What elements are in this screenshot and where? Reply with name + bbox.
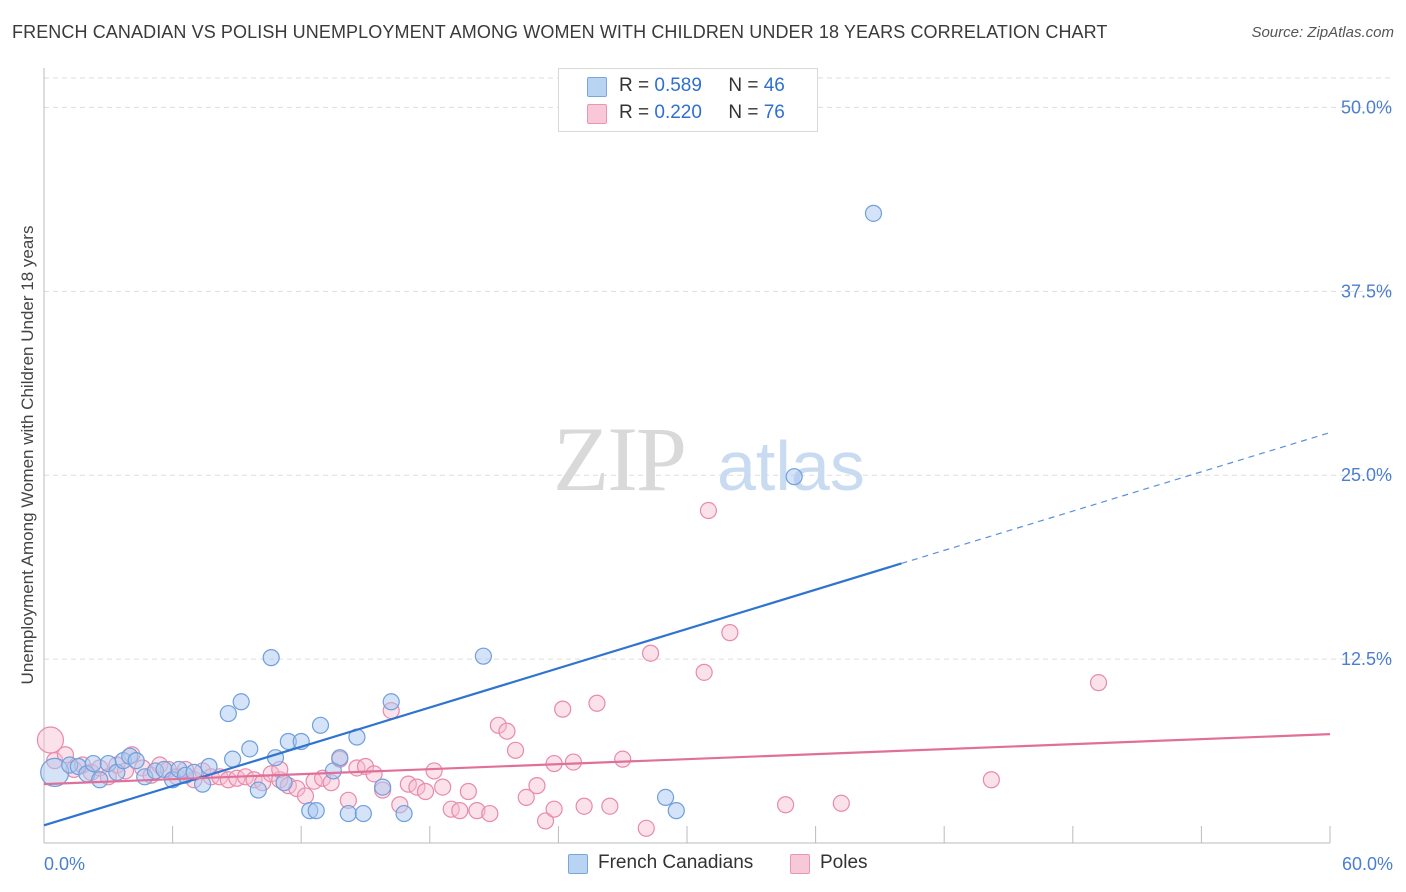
- poles-point: [481, 804, 499, 823]
- poles-point: [575, 797, 593, 815]
- french-n-label: N =: [728, 75, 759, 96]
- poles-swatch: [587, 104, 607, 124]
- french-point: [667, 802, 685, 820]
- poles-point: [601, 797, 619, 815]
- french-points: [40, 204, 883, 823]
- french-point: [219, 704, 237, 723]
- poles-r-value: 0.220: [654, 102, 702, 123]
- x-tick-label: 60.0%: [1342, 854, 1393, 874]
- poles-point: [545, 800, 563, 818]
- poles-point: [517, 788, 535, 806]
- french-trend-extension: [901, 431, 1331, 565]
- source-label: Source: ZipAtlas.com: [1251, 24, 1394, 41]
- french-point: [127, 752, 145, 770]
- poles-point: [489, 716, 507, 734]
- poles-point: [459, 782, 477, 801]
- poles-n-label: N =: [728, 102, 759, 123]
- french-point: [249, 781, 267, 799]
- french-point: [224, 750, 242, 768]
- poles-point: [468, 802, 486, 820]
- french-point: [785, 468, 803, 486]
- poles-point: [296, 787, 315, 805]
- poles-point: [982, 771, 1000, 789]
- x-tick-label: 0.0%: [44, 854, 85, 874]
- poles-point: [262, 765, 280, 783]
- poles-point: [588, 694, 606, 712]
- french-r-value: 0.589: [654, 75, 702, 96]
- poles-point: [1089, 674, 1108, 692]
- poles-n-value: 76: [763, 102, 785, 123]
- french-point: [307, 802, 325, 820]
- french-point: [382, 693, 400, 711]
- french-n-value: 46: [763, 75, 785, 96]
- poles-point: [408, 778, 426, 796]
- french-point: [374, 778, 392, 796]
- poles-point: [36, 726, 65, 754]
- bottom-french-swatch: [568, 854, 588, 874]
- poles-point: [554, 700, 572, 718]
- y-tick-label: 25.0%: [1341, 465, 1392, 485]
- french-point: [864, 204, 883, 222]
- poles-point: [536, 812, 555, 830]
- poles-point: [832, 794, 850, 812]
- y-tick-label: 50.0%: [1341, 97, 1392, 117]
- chart-title: FRENCH CANADIAN VS POLISH UNEMPLOYMENT A…: [12, 22, 1108, 42]
- poles-point: [442, 800, 460, 818]
- poles-point: [695, 663, 713, 681]
- y-tick-label: 37.5%: [1341, 281, 1392, 301]
- french-point: [241, 740, 259, 758]
- french-point: [91, 771, 109, 789]
- poles-point: [614, 750, 632, 768]
- french-point: [656, 788, 675, 806]
- trend-lines: [43, 431, 1331, 827]
- poles-point: [498, 722, 516, 740]
- french-point: [275, 774, 293, 792]
- bottom-poles-swatch: [790, 854, 810, 874]
- gridlines: [44, 77, 1392, 660]
- bottom-french-label: French Canadians: [598, 852, 754, 873]
- french-point: [84, 754, 102, 773]
- poles-point: [506, 741, 525, 759]
- french-point: [395, 804, 413, 823]
- poles-point: [637, 819, 655, 837]
- poles-point: [425, 762, 443, 780]
- poles-point: [641, 644, 660, 662]
- poles-point: [228, 769, 246, 787]
- poles-point: [365, 765, 383, 783]
- french-point: [354, 804, 372, 823]
- french-point: [232, 693, 250, 711]
- watermark-atlas: atlas: [717, 427, 865, 505]
- french-swatch: [587, 77, 607, 97]
- y-tick-label: 12.5%: [1341, 649, 1392, 669]
- tick-labels: 12.5% 25.0% 37.5% 50.0% 0.0% 60.0%: [44, 97, 1393, 874]
- poles-point: [434, 778, 452, 796]
- french-point: [331, 749, 349, 767]
- poles-point: [416, 782, 435, 801]
- watermark-zip: ZIP: [553, 408, 685, 510]
- french-trend-line: [43, 562, 902, 827]
- correlation-legend: R = 0.589 N = 46 R = 0.220 N = 76: [558, 68, 818, 132]
- french-point: [262, 649, 280, 667]
- bottom-poles-label: Poles: [820, 852, 868, 873]
- poles-point: [721, 624, 739, 642]
- poles-r-label: R =: [619, 102, 650, 123]
- poles-trend-line: [43, 733, 1331, 786]
- french-point: [339, 804, 357, 823]
- french-r-label: R =: [619, 75, 650, 96]
- poles-point: [528, 777, 546, 795]
- poles-point: [776, 796, 795, 814]
- french-point: [311, 716, 330, 734]
- poles-point: [451, 802, 469, 820]
- poles-point: [564, 753, 583, 771]
- poles-point: [699, 501, 718, 520]
- axes: [43, 68, 1331, 844]
- french-point: [474, 647, 492, 665]
